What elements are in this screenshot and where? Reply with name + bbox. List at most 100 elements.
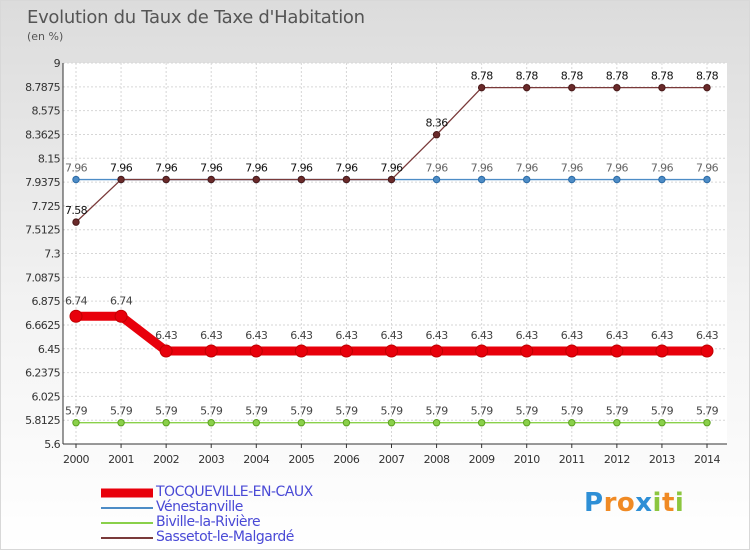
data-point-biville-la-riviere (252, 419, 260, 427)
data-point-venestanville (432, 175, 441, 184)
x-tick-label: 2002 (153, 453, 179, 466)
y-tick-label: 7.9375 (25, 176, 60, 189)
x-tick-label: 2009 (469, 453, 495, 466)
data-point-biville-la-riviere (658, 419, 666, 427)
data-label-sassetot-le-malgarde: 7.96 (380, 162, 403, 175)
data-label-biville-la-riviere: 5.79 (516, 405, 539, 418)
data-point-sassetot-le-malgarde (117, 175, 125, 184)
data-point-biville-la-riviere (162, 419, 170, 427)
logo-letter: i (674, 488, 685, 518)
data-label-tocqueville-en-caux: 6.43 (380, 329, 403, 342)
data-point-tocqueville-en-caux (430, 344, 444, 358)
data-label-tocqueville-en-caux: 6.43 (696, 329, 719, 342)
data-label-venestanville: 7.96 (65, 162, 88, 175)
proxiti-logo: Proxiti (584, 488, 684, 518)
data-label-tocqueville-en-caux: 6.43 (155, 329, 178, 342)
legend-swatch (101, 521, 153, 524)
chart-title: Evolution du Taux de Taxe d'Habitation (27, 7, 365, 28)
legend-label: Sassetot-le-Malgardé (156, 529, 294, 545)
data-point-sassetot-le-malgarde (703, 83, 711, 92)
data-point-biville-la-riviere (477, 419, 486, 427)
unit-label: (en %) (27, 30, 64, 43)
data-label-biville-la-riviere: 5.79 (290, 405, 313, 418)
data-point-biville-la-riviere (703, 419, 711, 427)
data-label-biville-la-riviere: 5.79 (65, 405, 88, 418)
data-label-venestanville: 7.96 (651, 162, 674, 175)
data-label-venestanville: 7.96 (561, 162, 584, 175)
data-label-biville-la-riviere: 5.79 (561, 405, 584, 418)
data-point-biville-la-riviere (297, 419, 306, 427)
data-label-sassetot-le-malgarde: 8.78 (696, 70, 719, 83)
data-point-biville-la-riviere (117, 419, 125, 427)
y-tick-label: 7.725 (32, 200, 61, 213)
y-tick-label: 8.15 (38, 152, 61, 165)
data-point-tocqueville-en-caux (249, 344, 263, 358)
data-label-tocqueville-en-caux: 6.43 (516, 329, 539, 342)
data-label-tocqueville-en-caux: 6.43 (245, 329, 268, 342)
data-label-biville-la-riviere: 5.79 (380, 405, 403, 418)
data-label-sassetot-le-malgarde: 7.96 (155, 162, 178, 175)
data-label-tocqueville-en-caux: 6.74 (65, 294, 88, 307)
data-point-tocqueville-en-caux (339, 344, 353, 358)
data-label-biville-la-riviere: 5.79 (200, 405, 223, 418)
y-tick-label: 8.3625 (25, 128, 60, 141)
data-point-sassetot-le-malgarde (658, 83, 666, 92)
data-point-venestanville (613, 175, 621, 184)
data-point-biville-la-riviere (72, 419, 80, 427)
data-point-tocqueville-en-caux (565, 344, 579, 358)
data-point-biville-la-riviere (387, 419, 396, 427)
data-label-tocqueville-en-caux: 6.43 (606, 329, 629, 342)
data-point-venestanville (658, 175, 666, 184)
y-tick-label: 5.6 (44, 438, 60, 451)
x-tick-label: 2013 (649, 453, 675, 466)
data-point-tocqueville-en-caux (204, 344, 218, 358)
data-point-tocqueville-en-caux (475, 344, 489, 358)
data-point-sassetot-le-malgarde (432, 131, 441, 139)
data-point-venestanville (523, 175, 531, 184)
x-tick-label: 2003 (198, 453, 224, 466)
logo-letter: i (652, 488, 662, 518)
data-point-sassetot-le-malgarde (342, 175, 351, 184)
data-label-biville-la-riviere: 5.79 (426, 405, 449, 418)
legend-label: Biville-la-Rivière (156, 514, 261, 530)
data-point-biville-la-riviere (342, 419, 351, 427)
data-label-biville-la-riviere: 5.79 (696, 405, 719, 418)
logo-letter: o (616, 488, 636, 518)
data-label-sassetot-le-malgarde: 7.96 (110, 162, 133, 175)
y-tick-label: 8.7875 (25, 81, 60, 94)
data-label-biville-la-riviere: 5.79 (606, 405, 629, 418)
data-point-sassetot-le-malgarde (523, 83, 531, 92)
data-point-tocqueville-en-caux (69, 309, 83, 323)
data-label-sassetot-le-malgarde: 7.96 (245, 162, 268, 175)
x-tick-label: 2012 (604, 453, 630, 466)
legend-swatch (101, 506, 153, 509)
data-label-sassetot-le-malgarde: 8.78 (471, 70, 494, 83)
data-point-biville-la-riviere (207, 419, 215, 427)
data-label-biville-la-riviere: 5.79 (335, 405, 358, 418)
data-point-tocqueville-en-caux (159, 344, 173, 358)
legend-label: TOCQUEVILLE-EN-CAUX (156, 484, 313, 500)
data-point-venestanville (72, 175, 80, 184)
data-label-sassetot-le-malgarde: 7.96 (200, 162, 223, 175)
data-point-tocqueville-en-caux (700, 344, 714, 358)
data-label-sassetot-le-malgarde: 7.96 (335, 162, 358, 175)
y-tick-label: 6.025 (32, 390, 61, 403)
y-tick-label: 6.45 (38, 343, 61, 356)
y-tick-label: 7.0875 (25, 271, 60, 284)
x-tick-label: 2000 (63, 453, 89, 466)
data-point-tocqueville-en-caux (610, 344, 624, 358)
y-tick-label: 6.2375 (25, 367, 60, 380)
y-tick-label: 8.575 (32, 105, 61, 118)
data-label-biville-la-riviere: 5.79 (471, 405, 494, 418)
data-point-tocqueville-en-caux (655, 344, 669, 358)
data-point-sassetot-le-malgarde (207, 175, 215, 184)
data-point-biville-la-riviere (523, 419, 531, 427)
data-label-venestanville: 7.96 (426, 162, 449, 175)
data-label-sassetot-le-malgarde: 8.78 (651, 70, 674, 83)
data-label-sassetot-le-malgarde: 8.36 (426, 117, 449, 130)
data-label-sassetot-le-malgarde: 7.58 (65, 204, 88, 217)
data-point-sassetot-le-malgarde (613, 83, 621, 92)
data-label-sassetot-le-malgarde: 8.78 (606, 70, 629, 83)
